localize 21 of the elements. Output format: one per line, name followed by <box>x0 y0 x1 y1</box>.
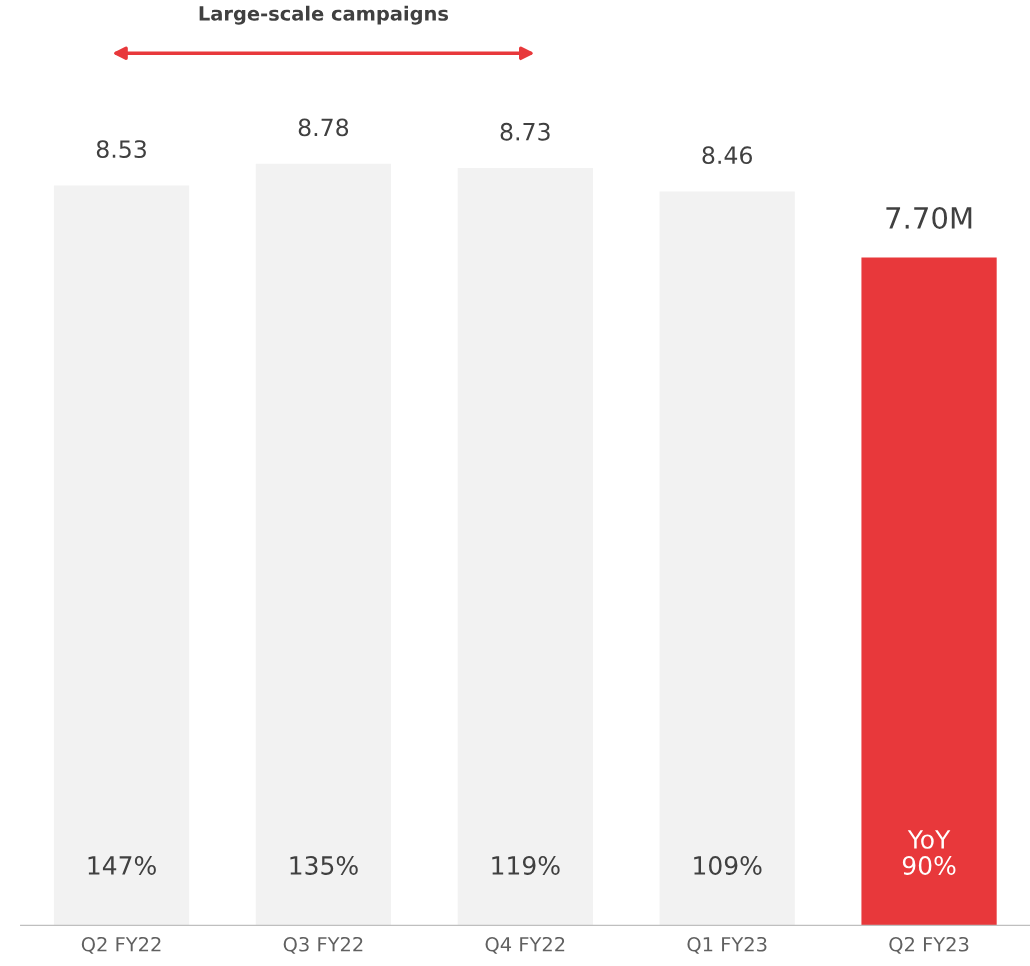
annotation: YoY 90% <box>902 830 956 875</box>
x-tick-label: Q1 FY23 <box>687 936 767 954</box>
annotation: 147% <box>88 855 156 875</box>
annotation: 109% <box>694 855 762 875</box>
bar <box>255 163 392 926</box>
bar <box>53 185 190 926</box>
x-tick-label: Q3 FY22 <box>283 936 363 954</box>
bar <box>861 257 997 926</box>
bar <box>457 168 593 926</box>
x-tick-label: Q2 FY22 <box>81 936 161 954</box>
data-label: 8.78 <box>298 118 349 137</box>
annotation: 119% <box>492 855 560 875</box>
data-label: 8.46 <box>702 146 752 165</box>
data-label: 8.53 <box>96 140 146 159</box>
annotation: 135% <box>290 855 358 875</box>
bar <box>659 191 795 926</box>
data-label: 7.70M <box>886 206 972 229</box>
x-tick-label: Q2 FY23 <box>889 936 969 954</box>
x-tick-label: Q4 FY22 <box>485 936 565 954</box>
text: Large-scale campaigns <box>199 5 449 25</box>
data-label: 8.73 <box>500 122 550 141</box>
